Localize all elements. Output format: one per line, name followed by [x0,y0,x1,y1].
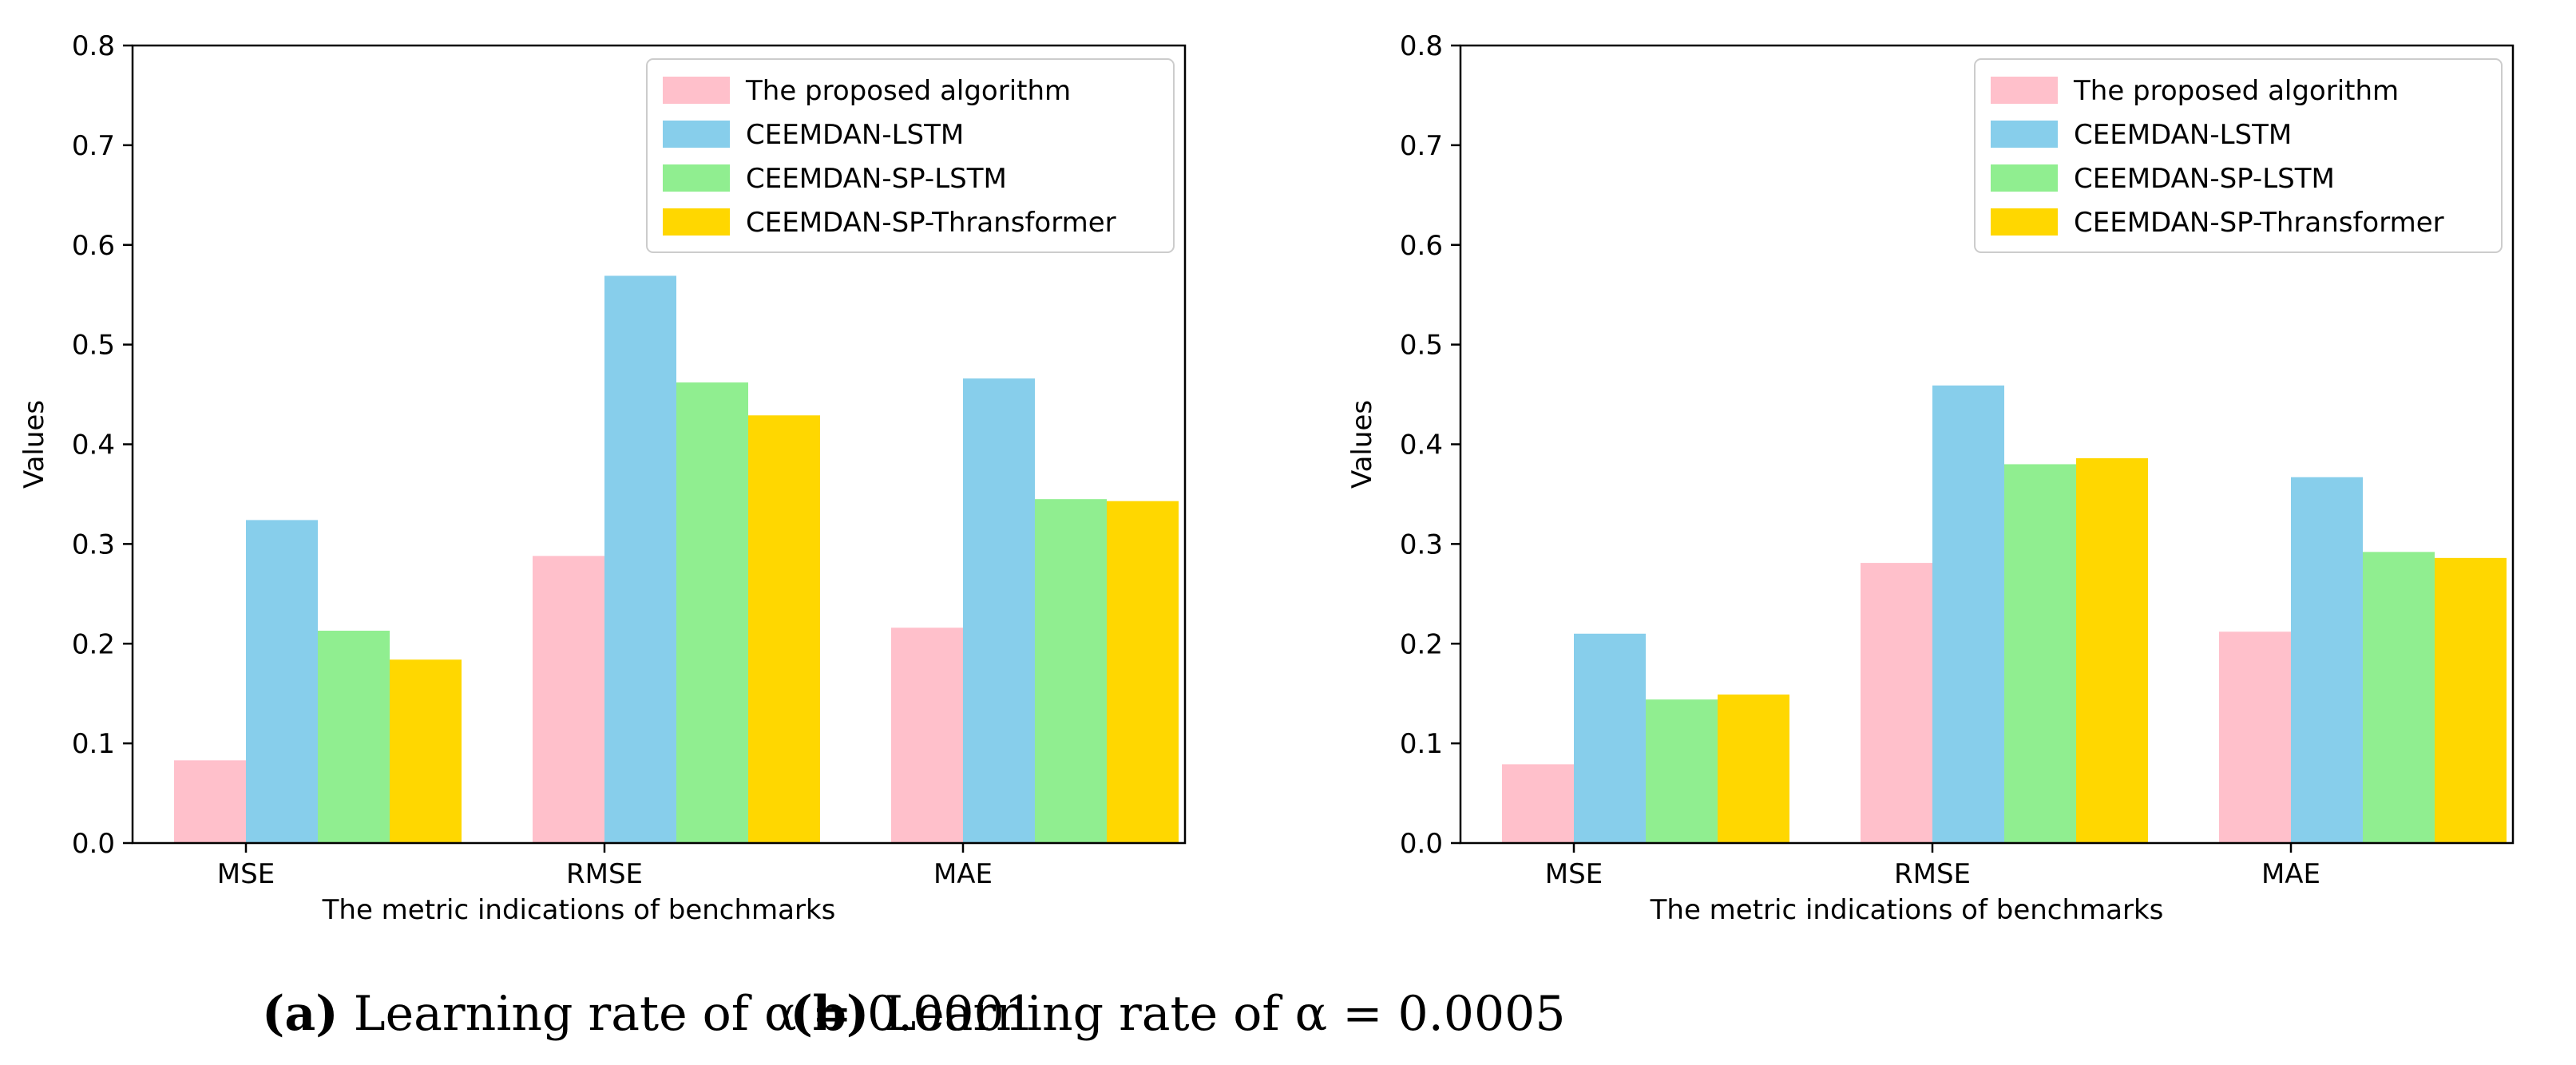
legend: The proposed algorithm CEEMDAN-LSTM CEEMDA… [646,58,1175,253]
x-tick-label-mse: MSE [1545,858,1603,890]
bar-mae-series-3 [2435,557,2507,843]
legend-label-2: CEEMDAN-SP-LSTM [746,163,1007,195]
bar-mse-series-0 [174,760,246,843]
bar-mse-series-3 [1718,694,1789,843]
legend: The proposed algorithm CEEMDAN-LSTM CEEMDA… [1974,58,2503,253]
y-tick-label: 0.0 [72,828,115,860]
caption-text: Learning rate of α = 0.0001 [354,986,1035,1042]
y-tick-label: 0.2 [72,628,115,660]
legend-label-3: CEEMDAN-SP-Thransformer [2074,207,2444,239]
legend-swatch-2 [1991,164,2058,192]
legend-label-1: CEEMDAN-LSTM [746,119,964,151]
x-tick-label-rmse: RMSE [1894,858,1971,890]
bar-mae-series-1 [2291,477,2363,843]
y-tick-label: 0.5 [72,330,115,362]
bar-rmse-series-1 [1932,385,2004,844]
y-tick-label: 0.4 [1400,430,1443,461]
bar-mae-series-1 [963,378,1035,843]
y-tick-label: 0.6 [72,230,115,262]
y-tick-label: 0.0 [1400,828,1443,860]
y-axis-label: Values [18,400,50,489]
bar-rmse-series-2 [676,382,748,843]
y-tick-label: 0.3 [1400,529,1443,560]
chart-panel-1: 0.0 0.1 0.2 0.3 0.4 0.5 0.6 0.7 0.8 MSE RMSE MAE The… [791,30,2515,1042]
bar-mae-series-2 [2363,552,2435,843]
x-axis-label: The metric indications of benchmarks [322,894,836,926]
legend-label-1: CEEMDAN-LSTM [2074,119,2292,151]
legend-label-0: The proposed algorithm [745,75,1071,107]
x-tick-label-rmse: RMSE [566,858,643,890]
bar-mse-series-0 [1502,764,1574,843]
bar-mae-series-2 [1035,499,1107,843]
bar-mae-series-0 [2219,631,2291,843]
caption-gap [339,986,354,1042]
legend-swatch-3 [1991,208,2058,236]
y-tick-label: 0.8 [1400,30,1443,62]
bar-rmse-series-2 [2004,464,2076,843]
panel-caption: (b) Learning rate of α = 0.0005 [791,986,1566,1042]
legend-swatch-0 [1991,77,2058,104]
chart-panel-0: 0.0 0.1 0.2 0.3 0.4 0.5 0.6 0.7 0.8 MSE RMSE MAE The… [18,30,1187,1042]
bar-rmse-series-1 [604,275,676,843]
y-tick-label: 0.4 [72,430,115,461]
legend-swatch-2 [663,164,730,192]
y-tick-label: 0.1 [1400,728,1443,760]
bar-rmse-series-0 [533,556,604,843]
legend-swatch-1 [1991,121,2058,148]
bar-mse-series-3 [390,659,462,843]
caption-letter: (b) [791,986,870,1042]
caption-gap [869,986,884,1042]
bar-mse-series-1 [246,520,318,843]
legend-swatch-1 [663,121,730,148]
y-tick-label: 0.3 [72,529,115,560]
legend-box [1974,58,2503,253]
y-tick-label: 0.7 [1400,130,1443,162]
bar-rmse-series-0 [1861,563,1932,843]
y-tick-label: 0.5 [1400,330,1443,362]
legend-box [646,58,1175,253]
x-tick-label-mae: MAE [2261,858,2320,890]
legend-label-3: CEEMDAN-SP-Thransformer [746,207,1116,239]
y-tick-label: 0.2 [1400,628,1443,660]
bar-mse-series-2 [1646,699,1718,843]
x-tick-label-mae: MAE [933,858,993,890]
y-tick-label: 0.7 [72,130,115,162]
legend-swatch-0 [663,77,730,104]
bar-mse-series-1 [1574,633,1646,843]
caption-text: Learning rate of α = 0.0005 [884,986,1565,1042]
x-tick-label-mse: MSE [217,858,275,890]
y-axis-label: Values [1346,400,1378,489]
y-tick-label: 0.8 [72,30,115,62]
y-tick-label: 0.1 [72,728,115,760]
legend-label-0: The proposed algorithm [2073,75,2399,107]
bar-mse-series-2 [318,631,390,843]
bar-rmse-series-3 [748,415,820,843]
bar-rmse-series-3 [2076,457,2148,843]
bar-mae-series-3 [1107,501,1179,843]
x-axis-label: The metric indications of benchmarks [1650,894,2164,926]
legend-label-2: CEEMDAN-SP-LSTM [2074,163,2335,195]
caption-letter: (a) [262,986,339,1042]
legend-swatch-3 [663,208,730,236]
bar-mae-series-0 [891,628,963,843]
y-tick-label: 0.6 [1400,230,1443,262]
panel-caption: (a) Learning rate of α = 0.0001 [262,986,1035,1042]
